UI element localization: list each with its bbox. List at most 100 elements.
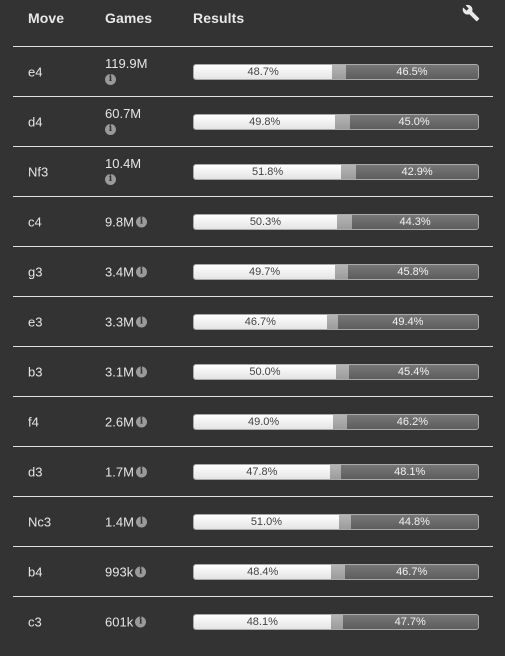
move-row[interactable]: f4 2.6M i 49.0% 46.2% xyxy=(13,396,493,446)
draw-segment xyxy=(331,564,346,579)
black-win-segment: 48.1% xyxy=(341,464,478,479)
results-bar: 48.7% 46.5% xyxy=(193,63,479,80)
move-row[interactable]: Nc3 1.4M i 51.0% 44.8% xyxy=(13,496,493,546)
info-icon[interactable]: i xyxy=(105,74,116,85)
info-icon[interactable]: i xyxy=(135,416,147,427)
move-row[interactable]: c3 601k i 48.1% 47.7% xyxy=(13,596,493,646)
results-bar: 50.0% 45.4% xyxy=(193,363,479,380)
games-count: 9.8M i xyxy=(105,214,147,229)
white-win-segment: 46.7% xyxy=(194,314,327,329)
games-count-text: 3.4M xyxy=(105,264,134,279)
black-win-segment: 45.4% xyxy=(349,364,478,379)
draw-segment xyxy=(326,314,338,329)
info-icon[interactable]: i xyxy=(135,266,147,277)
move-row[interactable]: e3 3.3M i 46.7% 49.4% xyxy=(13,296,493,346)
games-count-text: 119.9M xyxy=(105,56,148,71)
draw-segment xyxy=(329,464,342,479)
info-icon[interactable]: i xyxy=(135,466,147,477)
white-win-segment: 51.0% xyxy=(194,514,339,529)
white-win-segment: 51.8% xyxy=(194,164,342,179)
white-win-segment: 48.7% xyxy=(194,64,333,79)
black-win-segment: 42.9% xyxy=(356,164,478,179)
info-icon[interactable]: i xyxy=(105,174,116,185)
white-win-segment: 50.0% xyxy=(194,364,336,379)
draw-segment xyxy=(330,614,343,629)
results-bar: 46.7% 49.4% xyxy=(193,313,479,330)
draw-segment xyxy=(336,214,353,229)
moves-table: e4 119.9M i 48.7% 46.5% d4 60.7M i 49.8% 45.0% Nf3… xyxy=(13,46,493,646)
info-icon[interactable]: i xyxy=(135,216,147,227)
games-count-text: 60.7M xyxy=(105,106,142,121)
white-win-segment: 49.8% xyxy=(194,114,336,129)
black-win-segment: 46.5% xyxy=(345,64,478,79)
move-row[interactable]: g3 3.4M i 49.7% 45.8% xyxy=(13,246,493,296)
games-count: 60.7M i xyxy=(105,106,141,135)
results-bar: 48.1% 47.7% xyxy=(193,613,479,630)
info-icon[interactable]: i xyxy=(135,616,147,627)
draw-segment xyxy=(335,114,351,129)
black-win-segment: 45.8% xyxy=(347,264,478,279)
games-count: 1.7M i xyxy=(105,464,147,479)
move-label: f4 xyxy=(28,414,39,429)
games-count-text: 3.3M xyxy=(105,314,134,329)
draw-segment xyxy=(335,264,348,279)
info-icon[interactable]: i xyxy=(135,316,147,327)
draw-segment xyxy=(338,514,351,529)
move-label: c3 xyxy=(28,614,42,629)
games-count-text: 2.6M xyxy=(105,414,134,429)
wrench-icon[interactable] xyxy=(462,4,480,22)
move-row[interactable]: b3 3.1M i 50.0% 45.4% xyxy=(13,346,493,396)
draw-segment xyxy=(333,414,347,429)
white-win-segment: 48.1% xyxy=(194,614,331,629)
games-count: 3.3M i xyxy=(105,314,147,329)
move-label: e3 xyxy=(28,314,43,329)
games-count: 993k i xyxy=(105,564,147,579)
table-header: Move Games Results xyxy=(0,0,505,46)
games-count: 601k i xyxy=(105,614,147,629)
games-count-text: 993k xyxy=(105,564,134,579)
header-results: Results xyxy=(193,10,245,26)
info-icon[interactable]: i xyxy=(135,566,147,577)
move-row[interactable]: b4 993k i 48.4% 46.7% xyxy=(13,546,493,596)
draw-segment xyxy=(336,364,350,379)
move-row[interactable]: d3 1.7M i 47.8% 48.1% xyxy=(13,446,493,496)
wrench-icon-svg xyxy=(462,4,480,22)
white-win-segment: 48.4% xyxy=(194,564,332,579)
results-bar: 47.8% 48.1% xyxy=(193,463,479,480)
black-win-segment: 47.7% xyxy=(342,614,478,629)
games-count: 10.4M i xyxy=(105,156,141,185)
info-icon[interactable]: i xyxy=(105,124,116,135)
move-label: g3 xyxy=(28,264,43,279)
info-icon[interactable]: i xyxy=(135,516,147,527)
games-count-text: 3.1M xyxy=(105,364,134,379)
move-label: b4 xyxy=(28,564,43,579)
results-bar: 51.0% 44.8% xyxy=(193,513,479,530)
black-win-segment: 44.3% xyxy=(352,214,478,229)
games-count-text: 601k xyxy=(105,614,134,629)
results-bar: 50.3% 44.3% xyxy=(193,213,479,230)
results-bar: 49.0% 46.2% xyxy=(193,413,479,430)
move-label: d3 xyxy=(28,464,43,479)
games-count: 3.1M i xyxy=(105,364,147,379)
results-bar: 49.8% 45.0% xyxy=(193,113,479,130)
move-row[interactable]: Nf3 10.4M i 51.8% 42.9% xyxy=(13,146,493,196)
move-label: e4 xyxy=(28,64,43,79)
games-count: 2.6M i xyxy=(105,414,147,429)
move-row[interactable]: d4 60.7M i 49.8% 45.0% xyxy=(13,96,493,146)
move-row[interactable]: e4 119.9M i 48.7% 46.5% xyxy=(13,46,493,96)
draw-segment xyxy=(341,164,357,179)
black-win-segment: 46.2% xyxy=(346,414,478,429)
white-win-segment: 49.7% xyxy=(194,264,336,279)
move-label: d4 xyxy=(28,114,43,129)
info-icon[interactable]: i xyxy=(135,366,147,377)
white-win-segment: 49.0% xyxy=(194,414,334,429)
games-count: 3.4M i xyxy=(105,264,147,279)
move-row[interactable]: c4 9.8M i 50.3% 44.3% xyxy=(13,196,493,246)
move-label: Nc3 xyxy=(28,514,52,529)
header-games: Games xyxy=(105,10,153,26)
move-label: Nf3 xyxy=(28,164,49,179)
games-count-text: 1.7M xyxy=(105,464,134,479)
black-win-segment: 46.7% xyxy=(345,564,478,579)
games-count-text: 10.4M xyxy=(105,156,142,171)
